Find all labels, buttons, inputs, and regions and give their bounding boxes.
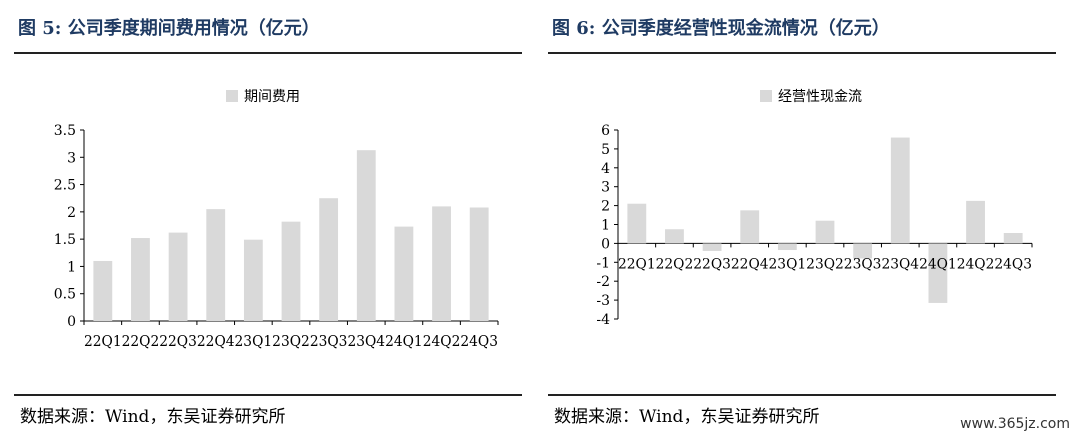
bar [1003,233,1023,244]
legend-swatch [760,90,772,102]
y-tick-label: -4 [596,312,610,328]
x-tick-label: 22Q4 [731,256,769,272]
bar [890,137,910,244]
source-note: 数据来源：Wind，东吴证券研究所 [20,407,286,427]
y-tick-label: 0 [67,314,76,330]
x-tick-label: 24Q2 [423,334,461,350]
bar [815,220,835,244]
bar [665,229,684,244]
bar [319,198,339,321]
x-tick-label: 23Q2 [806,256,844,272]
bar [243,239,263,321]
y-tick-label: 3.5 [54,123,76,139]
source-note: 数据来源：Wind，东吴证券研究所 [554,407,820,427]
chart-title-expenses: 图 5: 公司季度期间费用情况（亿元） [18,18,320,39]
bar [131,238,150,321]
bar [777,243,797,251]
y-tick-label: 4 [601,161,610,177]
x-tick-label: 22Q4 [197,334,235,350]
chart-title-cashflow: 图 6: 公司季度经营性现金流情况（亿元） [552,18,890,39]
y-tick-label: 1 [67,259,76,275]
bar [356,150,376,321]
x-tick-label: 23Q3 [844,256,882,272]
y-tick-label: 2 [601,199,610,215]
x-tick-label: 23Q1 [769,256,807,272]
x-tick-label: 24Q1 [919,256,957,272]
x-tick-label: 23Q4 [881,256,919,272]
x-tick-label: 24Q3 [460,334,498,350]
y-tick-label: 1 [601,218,610,234]
bar [702,243,722,251]
x-tick-label: 22Q1 [618,256,656,272]
x-tick-label: 24Q3 [994,256,1032,272]
y-tick-label: -1 [596,255,610,271]
x-tick-label: 23Q3 [310,334,348,350]
y-tick-label: -2 [596,274,610,290]
y-tick-label: 3 [601,180,610,196]
watermark: www.365jz.com [960,416,1070,432]
y-tick-label: 2.5 [54,178,76,194]
x-tick-label: 23Q2 [272,334,310,350]
y-tick-label: 6 [601,123,610,139]
y-tick-label: 3 [67,150,76,166]
bar [469,207,489,321]
bar [627,203,647,244]
bar [93,260,113,321]
legend-swatch [226,90,238,102]
legend-label: 经营性现金流 [778,89,862,105]
bar [740,210,760,244]
x-tick-label: 24Q1 [385,334,423,350]
bar [928,243,948,303]
x-tick-label: 24Q2 [957,256,995,272]
y-tick-label: 1.5 [54,232,76,248]
bar [432,206,451,321]
bar [394,226,414,321]
y-tick-label: 2 [67,205,76,221]
x-tick-label: 23Q1 [235,334,273,350]
bar [966,200,985,244]
bottom-rule [14,394,522,396]
top-rule [14,52,522,54]
bar [853,243,873,259]
y-tick-label: -3 [596,293,610,309]
bar [206,209,226,321]
x-tick-label: 22Q3 [159,334,197,350]
bottom-rule [548,394,1056,396]
y-tick-label: 0 [601,236,610,252]
legend-label: 期间费用 [244,89,300,105]
x-tick-label: 22Q2 [656,256,694,272]
expenses-chart: 期间费用 0 0.5 1 1.5 2 2.5 3 3.5 22Q1 22Q2 22Q3 22Q4 23Q1… [54,89,499,350]
x-tick-label: 23Q4 [347,334,385,350]
left-panel: 图 5: 公司季度期间费用情况（亿元） 期间费用 0 0.5 1 1.5 2 2.5 3 3.5… [14,0,528,440]
right-panel: 图 6: 公司季度经营性现金流情况（亿元） 经营性现金流 -4 -3 -2 -1 0 1 2 3… [548,0,1062,440]
x-tick-label: 22Q2 [122,334,160,350]
y-tick-label: 5 [601,142,610,158]
x-tick-label: 22Q1 [84,334,122,350]
bar [168,232,188,321]
top-rule [548,52,1056,54]
bar [281,221,301,321]
y-tick-label: 0.5 [54,287,76,303]
x-tick-label: 22Q3 [693,256,731,272]
